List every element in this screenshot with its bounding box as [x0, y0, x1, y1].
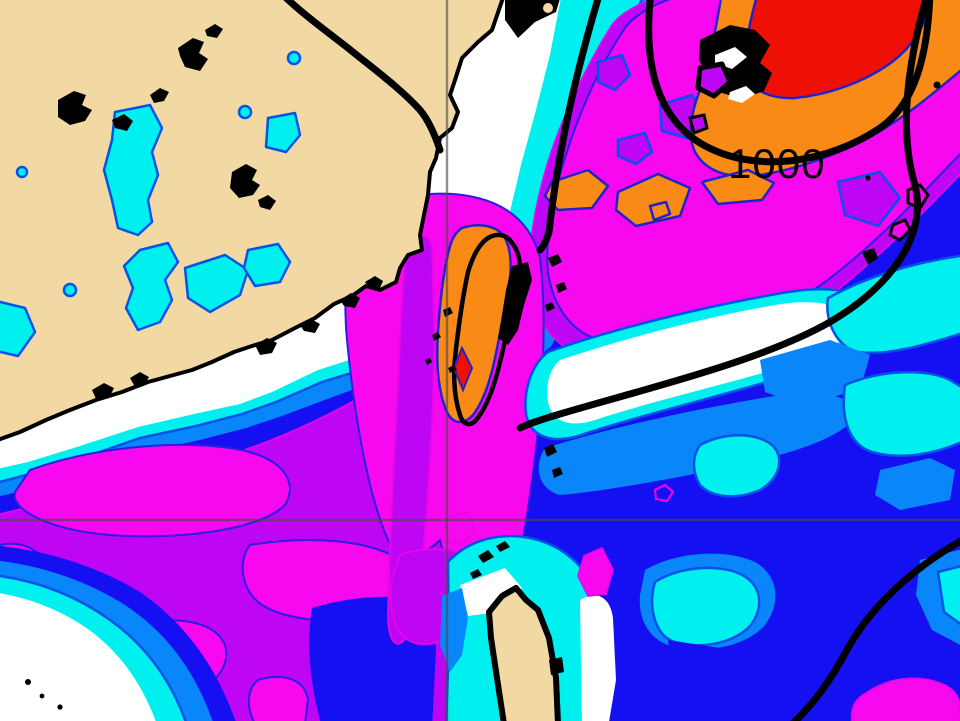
wedge-ring-lightblue — [538, 393, 858, 495]
land-cyan-patch — [242, 242, 292, 288]
taiwan-mountain-mark — [498, 262, 532, 345]
luzon-north-islets — [470, 541, 510, 579]
isobar-outer-east — [516, 0, 930, 432]
isobar-value-label: 1000 — [728, 140, 825, 187]
islet-dot — [25, 679, 31, 685]
lightblue-patch — [875, 458, 955, 510]
edge-cyan-patch — [936, 565, 960, 626]
br-cyan-blob — [650, 566, 761, 647]
estuary-tan-spot — [543, 3, 553, 13]
purple-pocket — [616, 131, 654, 166]
penghu-specks — [425, 307, 457, 373]
luzon-island — [486, 585, 561, 721]
orange-patch — [700, 168, 776, 206]
magenta-corner-blob — [850, 677, 960, 721]
isobar-west-branch — [536, 0, 602, 254]
land-cyan-patch — [102, 103, 164, 237]
land-cyan-dot — [286, 50, 302, 66]
land-cyan-patch — [122, 241, 180, 332]
island-pentagon-small — [688, 113, 709, 135]
land-cyan-dot — [15, 165, 29, 179]
cyan-arm-northeast-of-wedge — [826, 254, 960, 355]
purple-strip-taiwan-west — [387, 233, 435, 645]
islet-dot — [57, 704, 63, 710]
islet-dot — [39, 693, 45, 699]
ryukyu-dashes — [544, 254, 567, 478]
luzon-white-west — [460, 568, 522, 616]
land-cyan-patch — [264, 111, 302, 154]
cyan-patch — [692, 434, 781, 498]
magenta-ring-small — [653, 483, 675, 503]
br-darkblue-notch — [668, 640, 735, 668]
okinawa-islands — [888, 218, 912, 242]
inland-water-cluster — [58, 24, 223, 131]
magenta-patch-luzon-ne — [577, 547, 614, 597]
magenta-core — [13, 443, 291, 538]
coastal-islets — [230, 164, 276, 210]
purple-pocket — [596, 53, 632, 92]
corner-white — [0, 593, 156, 721]
island-pentagon — [695, 61, 733, 99]
okinawa-islands — [862, 248, 878, 265]
purple-pocket — [836, 170, 902, 228]
orange-patch — [648, 200, 672, 222]
cyan-patch — [842, 370, 960, 458]
land-cyan-dot — [237, 104, 253, 120]
lightblue-patch — [760, 340, 870, 405]
islet-dot — [865, 175, 871, 181]
land-cyan-dot — [62, 282, 78, 298]
luzon-terrain-mark — [549, 657, 564, 675]
taiwan-red-diamond — [452, 345, 474, 393]
ne-island-white-hole — [728, 86, 755, 103]
islet-dot — [933, 81, 941, 89]
isobar-1000-loop — [645, 0, 934, 166]
luzon-white-east — [580, 595, 616, 721]
magenta-core — [247, 675, 309, 721]
land-cyan-patch — [183, 253, 250, 314]
orange-patch — [543, 168, 610, 212]
orange-patch — [614, 172, 692, 228]
river-line — [283, 0, 444, 154]
land-cyan-patch — [0, 300, 37, 358]
isobar-bottom-right — [790, 537, 960, 721]
